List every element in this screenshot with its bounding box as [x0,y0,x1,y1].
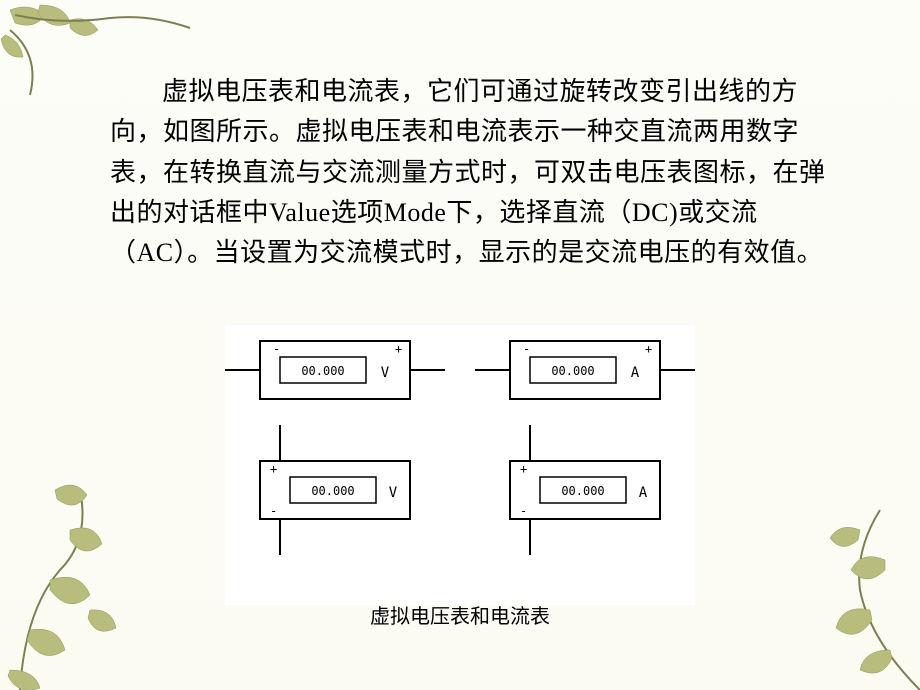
reading: 00.000 [311,484,354,498]
meter-diagram: - + 00.000 V - + 00.000 A [225,310,695,620]
reading: 00.000 [561,484,604,498]
pos-sign: + [270,462,277,476]
neg-sign: - [273,342,280,356]
reading: 00.000 [301,364,344,378]
unit: A [639,485,648,501]
neg-sign: - [270,504,277,518]
body-paragraph: 虚拟电压表和电流表，它们可通过旋转改变引出线的方向，如图所示。虚拟电压表和电流表… [110,72,830,273]
paragraph-text: 虚拟电压表和电流表，它们可通过旋转改变引出线的方向，如图所示。虚拟电压表和电流表… [110,77,826,267]
diagram-caption: 虚拟电压表和电流表 [0,600,920,629]
reading: 00.000 [551,364,594,378]
pos-sign: + [645,342,652,356]
unit: V [389,485,398,501]
slide: 虚拟电压表和电流表，它们可通过旋转改变引出线的方向，如图所示。虚拟电压表和电流表… [0,0,920,690]
floral-bottom-left [0,430,220,690]
pos-sign: + [395,342,402,356]
floral-bottom-right [720,490,920,690]
neg-sign: - [523,342,530,356]
unit: A [631,365,640,381]
neg-sign: - [520,504,527,518]
unit: V [381,365,390,381]
pos-sign: + [520,462,527,476]
